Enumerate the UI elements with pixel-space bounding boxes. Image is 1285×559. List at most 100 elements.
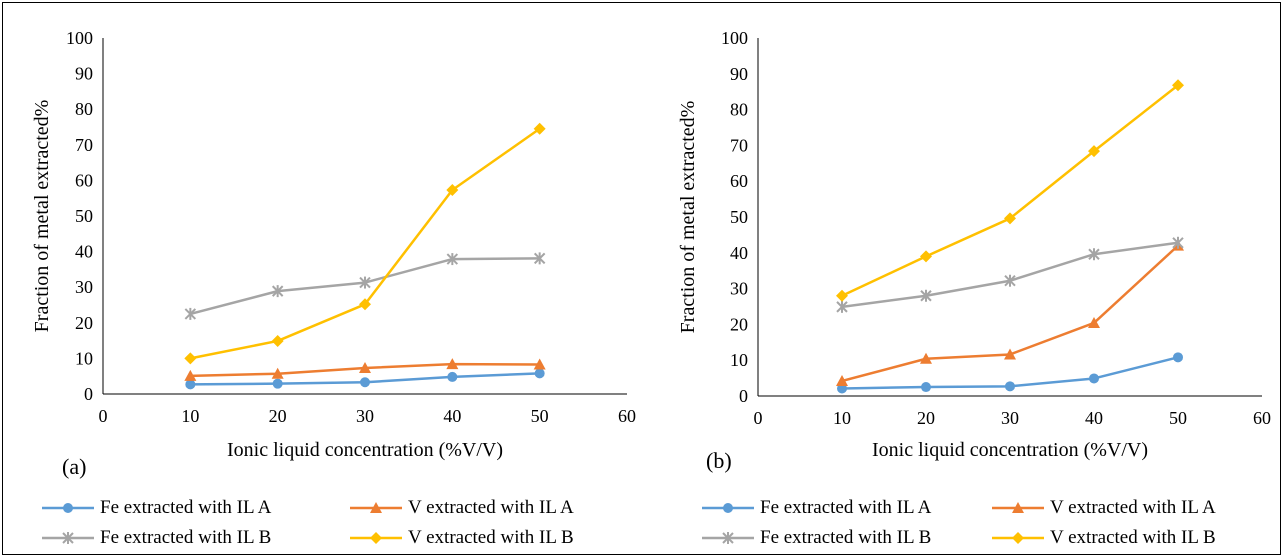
x-tick-label: 0 [99,406,108,426]
x-tick-label: 40 [1085,408,1103,428]
data-point-v_a [1088,316,1100,328]
data-point-v_a [359,362,371,374]
legend-item-fe_a: Fe extracted with IL A [40,497,271,519]
data-point-v_b [184,352,197,365]
legend-swatch-fe_b [702,532,754,544]
x-tick-label: 60 [618,406,636,426]
x-tick-label: 0 [754,408,763,428]
y-tick-label: 30 [730,279,748,299]
data-point-fe_a [1005,381,1015,392]
series-line-v_a [841,244,1179,383]
legend-item-fe_b: Fe extracted with IL B [40,527,271,549]
y-tick-label: 40 [730,243,748,263]
legend-swatch-v_a [350,502,402,513]
data-point-fe_b [836,300,848,313]
legend-a: Fe extracted with IL A V extracted with I… [40,497,640,553]
y-tick-label: 10 [75,348,93,368]
data-point-v_b [446,184,459,197]
y-tick-label: 60 [75,170,93,190]
y-tick-label: 100 [721,28,748,48]
data-point-fe_b [271,285,284,298]
legend-item-fe_b: Fe extracted with IL B [700,527,931,549]
y-tick-label: 90 [730,64,748,84]
y-tick-label: 10 [730,350,748,370]
legend-item-fe_a: Fe extracted with IL A [700,497,931,519]
legend-item-v_a: V extracted with IL A [348,497,574,519]
y-tick-label: 30 [75,277,93,297]
legend-swatch-fe_a [42,503,94,513]
y-tick-label: 80 [75,99,93,119]
x-tick-label: 20 [917,408,935,428]
legend-swatch-fe_b [42,532,94,544]
legend-swatch-marker [723,503,733,513]
x-tick-label: 30 [356,406,374,426]
legend-item-v_a: V extracted with IL A [990,497,1216,519]
legend-item-v_b: V extracted with IL B [348,527,574,549]
data-point-v_a [184,369,197,381]
x-tick-label: 50 [1169,408,1187,428]
legend-swatch-marker [1012,532,1024,544]
data-point-fe_b [920,289,932,302]
legend-swatch-v_b [350,532,402,544]
data-point-v_a [920,352,932,364]
y-tick-label: 50 [730,207,748,227]
legend-swatch-v_a [992,502,1044,513]
legend-swatch-marker [1012,502,1024,513]
data-point-v_b [359,298,371,311]
data-point-v_b [920,250,932,263]
legend-swatch-marker [62,532,74,544]
data-point-v_b [836,289,848,302]
panel-label-a: (a) [62,454,87,479]
data-point-fe_a [272,378,283,389]
y-tick-label: 20 [75,313,93,333]
legend-label: Fe extracted with IL B [760,527,932,548]
data-point-fe_a [837,383,847,394]
data-point-fe_a [185,379,196,390]
y-axis-label: Fraction of metal extracted% [677,101,699,334]
y-tick-label: 90 [75,64,93,84]
x-axis-label: Ionic liquid concentration (%V/V) [227,439,503,461]
x-axis-label: Ionic liquid concentration (%V/V) [872,439,1148,461]
legend-label: V extracted with IL A [1050,497,1216,518]
data-point-fe_a [1173,352,1183,363]
series-line-v_b [190,127,541,360]
data-point-v_a [533,358,546,370]
x-tick-label: 20 [269,406,287,426]
data-point-v_b [533,122,546,135]
legend-swatch-fe_a [702,503,754,513]
y-tick-label: 80 [730,100,748,120]
data-point-fe_a [921,382,931,393]
y-tick-label: 70 [75,135,93,155]
panel-label-b: (b) [706,448,732,473]
data-point-v_b [1172,79,1184,92]
x-tick-label: 50 [531,406,549,426]
legend-swatch-marker [63,503,73,513]
x-tick-label: 10 [181,406,199,426]
legend-label: V extracted with IL B [1050,527,1216,548]
data-point-fe_b [533,252,546,265]
legend-swatch-marker [370,502,382,513]
y-tick-label: 20 [730,314,748,334]
data-point-fe_b [1172,236,1184,249]
y-tick-label: 100 [66,28,93,48]
y-axis-label: Fraction of metal extracted% [31,100,53,333]
legend-b: Fe extracted with IL A V extracted with I… [700,497,1280,553]
data-point-v_a [446,358,459,370]
y-tick-label: 70 [730,135,748,155]
chart-panel-1: 0 10 20 30 40 50 60 70 80 90 100 0 10 20 30 40 50 60 Ionic… [677,28,1271,461]
data-point-fe_b [446,253,459,266]
data-point-v_a [1004,348,1016,360]
y-tick-label: 50 [75,206,93,226]
data-point-fe_b [1088,248,1100,261]
legend-label: V extracted with IL B [408,527,574,548]
y-tick-label: 0 [739,386,748,406]
legend-label: Fe extracted with IL A [760,497,932,518]
legend-swatch-v_b [992,532,1044,544]
y-tick-label: 40 [75,242,93,262]
y-tick-label: 0 [84,384,93,404]
data-point-fe_a [447,371,458,382]
legend-label: Fe extracted with IL A [100,497,272,518]
data-point-v_b [271,334,284,347]
data-point-fe_b [359,276,371,289]
